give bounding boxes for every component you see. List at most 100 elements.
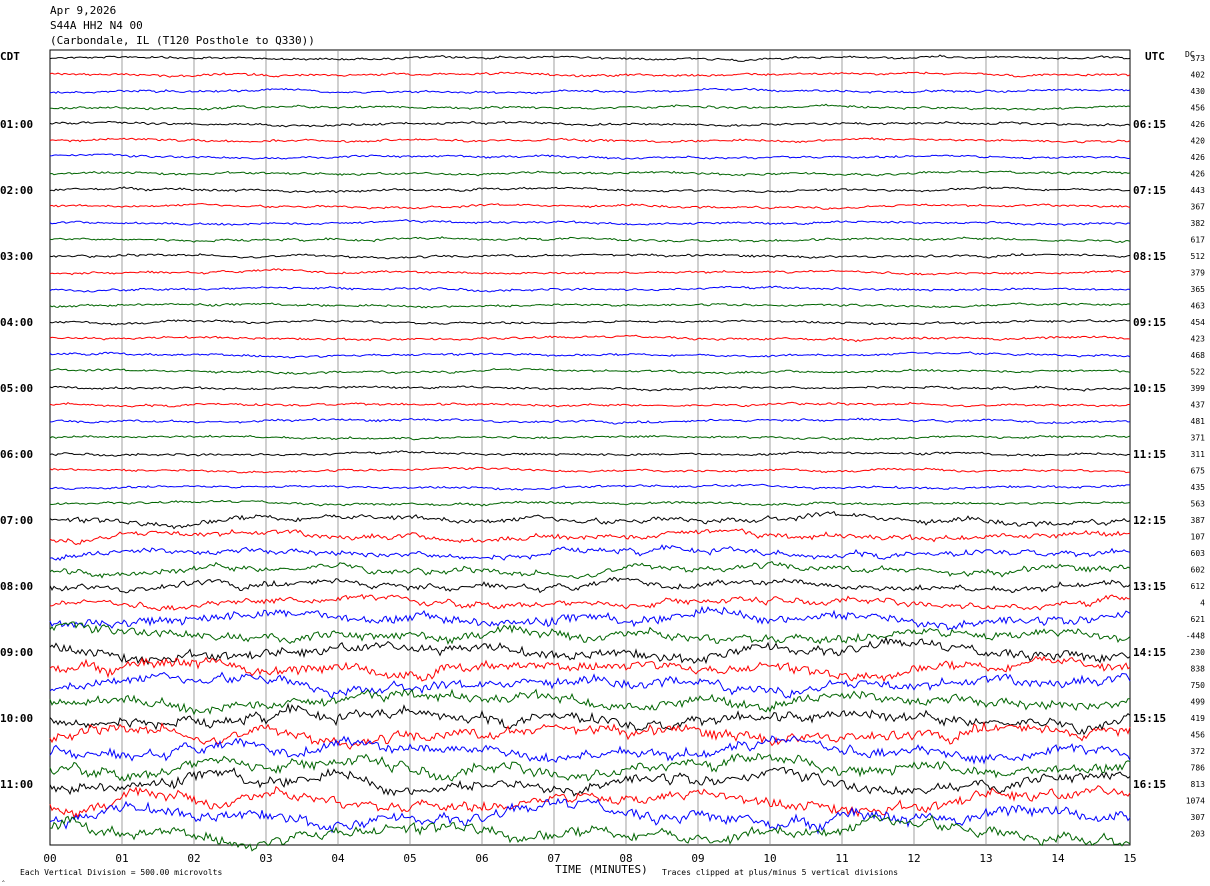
dc-offset-label: 443 xyxy=(1191,186,1206,195)
right-time-label: 10:15 xyxy=(1133,382,1166,395)
x-tick-label: 07 xyxy=(547,852,560,865)
x-tick-label: 02 xyxy=(187,852,200,865)
trace-line xyxy=(49,351,1131,359)
trace-line xyxy=(49,702,1131,736)
x-tick-label: 08 xyxy=(619,852,632,865)
trace-line xyxy=(49,219,1131,226)
dc-offset-label: 107 xyxy=(1191,533,1206,542)
header-date: Apr 9,2026 xyxy=(50,4,117,17)
dc-offset-label: 382 xyxy=(1191,219,1206,228)
trace-line xyxy=(49,636,1131,666)
trace-line xyxy=(49,766,1131,797)
trace-line xyxy=(49,466,1131,474)
dc-offset-label: 437 xyxy=(1191,401,1206,410)
dc-offset-label: 367 xyxy=(1191,203,1206,212)
right-time-label: 11:15 xyxy=(1133,448,1166,461)
x-tick-label: 04 xyxy=(331,852,345,865)
trace-line xyxy=(49,560,1131,580)
dc-offset-label: 1074 xyxy=(1186,797,1205,806)
trace-line xyxy=(49,368,1131,375)
x-tick-label: 15 xyxy=(1123,852,1136,865)
x-axis-title: TIME (MINUTES) xyxy=(555,863,648,876)
left-time-label: 08:00 xyxy=(0,580,33,593)
trace-line xyxy=(49,576,1131,594)
x-tick-label: 14 xyxy=(1051,852,1065,865)
dc-offset-label: 675 xyxy=(1191,467,1206,476)
trace-line xyxy=(49,268,1131,276)
trace-line xyxy=(49,621,1131,645)
dc-offset-label: 402 xyxy=(1191,71,1206,80)
dc-offset-label: 522 xyxy=(1191,368,1206,377)
trace-line xyxy=(49,735,1131,765)
trace-line xyxy=(49,605,1131,631)
dc-offset-label: 786 xyxy=(1191,764,1206,773)
x-tick-label: 03 xyxy=(259,852,272,865)
trace-line xyxy=(49,450,1131,457)
trace-line xyxy=(49,54,1131,62)
trace-line xyxy=(49,593,1131,612)
dc-offset-label: 399 xyxy=(1191,384,1206,393)
trace-line xyxy=(49,103,1131,111)
right-time-label: 14:15 xyxy=(1133,646,1166,659)
dc-offset-label: 423 xyxy=(1191,335,1206,344)
header-station: S44A HH2 N4 00 xyxy=(50,19,143,32)
dc-offset-label: 617 xyxy=(1191,236,1206,245)
x-tick-label: 05 xyxy=(403,852,416,865)
dc-offset-label: 387 xyxy=(1191,516,1206,525)
left-time-label: 07:00 xyxy=(0,514,33,527)
dc-offset-label: 454 xyxy=(1191,318,1206,327)
dc-offset-label: 203 xyxy=(1191,830,1206,839)
dc-offset-label: 307 xyxy=(1191,813,1206,822)
dc-offset-label: 426 xyxy=(1191,170,1206,179)
scale-note: Each Vertical Division = 500.00 microvol… xyxy=(20,868,222,877)
dc-offset-label: 373 xyxy=(1191,54,1206,63)
trace-line xyxy=(49,401,1130,408)
dc-offset-label: 371 xyxy=(1191,434,1206,443)
x-tick-label: 13 xyxy=(979,852,992,865)
trace-line xyxy=(49,202,1131,210)
dc-offset-label: 372 xyxy=(1191,747,1206,756)
trace-line xyxy=(49,120,1131,128)
dc-offset-label: 463 xyxy=(1191,302,1206,311)
corner-mark: ‸ xyxy=(2,873,5,882)
dc-offset-label: 419 xyxy=(1191,714,1206,723)
dc-offset-label: -448 xyxy=(1186,632,1205,641)
trace-line xyxy=(49,434,1131,441)
left-time-label: 01:00 xyxy=(0,118,33,131)
trace-line xyxy=(49,236,1131,243)
trace-line xyxy=(49,385,1131,392)
dc-offset-label: 750 xyxy=(1191,681,1206,690)
left-time-label: 10:00 xyxy=(0,712,33,725)
left-time-label: 09:00 xyxy=(0,646,33,659)
right-time-label: 12:15 xyxy=(1133,514,1166,527)
left-time-label: 11:00 xyxy=(0,778,33,791)
dc-offset-label: 563 xyxy=(1191,500,1206,509)
right-time-label: 07:15 xyxy=(1133,184,1166,197)
trace-line xyxy=(49,285,1131,293)
right-time-label: 13:15 xyxy=(1133,580,1166,593)
left-time-label: 04:00 xyxy=(0,316,33,329)
left-axis-label: CDT xyxy=(0,50,20,63)
dc-offset-label: 813 xyxy=(1191,780,1206,789)
trace-line xyxy=(49,655,1131,683)
trace-line xyxy=(49,671,1131,699)
right-time-label: 06:15 xyxy=(1133,118,1166,131)
trace-line xyxy=(49,252,1131,260)
dc-offset-label: 612 xyxy=(1191,582,1206,591)
right-time-label: 09:15 xyxy=(1133,316,1166,329)
trace-line xyxy=(49,334,1131,343)
trace-line xyxy=(49,688,1130,716)
dc-offset-label: 621 xyxy=(1191,615,1206,624)
x-tick-label: 06 xyxy=(475,852,488,865)
dc-offset-label: 838 xyxy=(1191,665,1206,674)
clip-note: Traces clipped at plus/minus 5 vertical … xyxy=(662,868,898,877)
dc-offset-label: 230 xyxy=(1191,648,1206,657)
trace-line xyxy=(49,499,1131,507)
trace-line xyxy=(49,153,1131,160)
trace-line xyxy=(49,483,1130,491)
dc-offset-label: 311 xyxy=(1191,450,1206,459)
dc-offset-label: 426 xyxy=(1191,120,1206,129)
trace-line xyxy=(49,528,1131,546)
right-time-label: 16:15 xyxy=(1133,778,1166,791)
trace-line xyxy=(49,302,1131,309)
